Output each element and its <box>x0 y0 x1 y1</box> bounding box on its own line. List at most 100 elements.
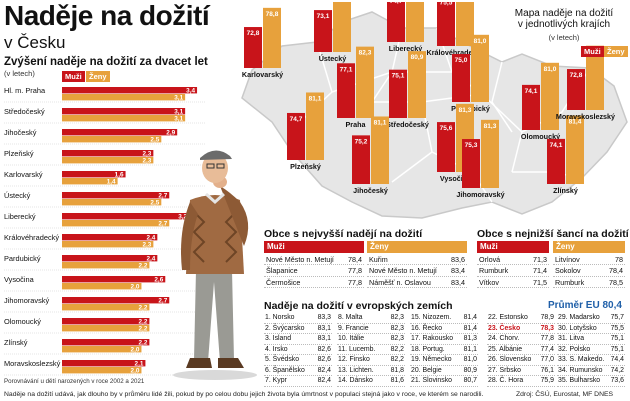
eu-value: 75,9 <box>540 377 554 384</box>
eu-row: 29. Madarsko 75,7 <box>557 313 625 324</box>
bar-women <box>62 304 150 311</box>
bar-men <box>62 171 126 178</box>
eu-row: 20. Belgie 80,9 <box>410 366 478 376</box>
map-region-label: Zlínský <box>553 186 578 195</box>
map-bar-men <box>287 112 305 160</box>
map-bar-men <box>244 27 262 68</box>
bar-chart-unit: (v letech) <box>4 69 35 78</box>
map-bar-women <box>408 51 426 119</box>
row-name: Sokolov <box>555 266 581 276</box>
map-bar-value: 81,1 <box>374 119 387 126</box>
table-row: Šlapanice 77,8 <box>264 265 364 277</box>
map-bar-value: 75,0 <box>455 57 468 64</box>
bar-value-label: 2,0 <box>131 346 140 353</box>
legend-women: Ženy <box>86 71 110 82</box>
page-subtitle: v Česku <box>4 33 66 52</box>
elderly-man-illustration <box>173 150 257 380</box>
bar-women <box>62 283 142 290</box>
bar-men <box>62 297 170 304</box>
eu-value: 81,4 <box>463 314 477 321</box>
bar-value-label: 3,2 <box>178 213 187 220</box>
map-bar-value: 74,7 <box>390 2 403 5</box>
map-region-label: Plzeňský <box>290 162 321 171</box>
map-bar-women <box>481 119 499 188</box>
eu-value: 82,6 <box>317 345 331 353</box>
eu-country: 11. Lucemb. <box>338 345 376 353</box>
table-row: Čermošice 77,8 <box>264 277 364 288</box>
bar-value-label: 2,7 <box>158 192 167 199</box>
eu-row: 3. Island 83,1 <box>264 334 332 345</box>
bar-value-label: 1,4 <box>107 178 116 185</box>
eu-value: 75,7 <box>610 314 624 321</box>
eu-row: 25. Albánie 77,4 <box>487 345 555 355</box>
bar-value-label: 2,2 <box>138 262 147 269</box>
map-bar-men <box>314 10 332 52</box>
eu-country: 22. Estonsko <box>488 314 528 321</box>
bar-men <box>62 318 150 325</box>
eu-country: 24. Chorv. <box>488 335 520 342</box>
map-bar-value: 75,5 <box>440 2 453 6</box>
map-bar-men <box>389 69 407 118</box>
eu-value: 75,1 <box>610 345 624 353</box>
bar-value-label: 3,1 <box>174 108 183 115</box>
bar-category-label: Jihočeský <box>4 128 37 137</box>
eu-country: 14. Dánsko <box>338 377 373 384</box>
map-bar-value: 73,1 <box>317 13 330 20</box>
eu-value: 81,8 <box>390 366 404 374</box>
eu-row: 13. Lichten. 81,8 <box>337 366 405 376</box>
bar-category-label: Jihomoravský <box>4 296 49 305</box>
eu-country: 3. Island <box>265 335 292 342</box>
eu-row: 15. Nizozem. 81,4 <box>410 313 478 324</box>
eu-row: 31. Litva 75,1 <box>557 334 625 345</box>
bar-women <box>62 220 170 227</box>
source: Zdroj: ČSÚ, Eurostat, MF DNES <box>516 391 614 398</box>
footnote: Naděje na dožití udává, jak dlouho by v … <box>4 391 484 398</box>
bar-value-label: 2,0 <box>131 283 140 290</box>
eu-country: 5. Švédsko <box>265 356 300 363</box>
bar-category-label: Karlovarský <box>4 170 43 179</box>
eu-value: 78,9 <box>540 314 554 321</box>
eu-column: 8. Malta 82,3 9. Francie 82,3 10. Itálie 82,3… <box>337 313 405 387</box>
map-bar-value: 75,6 <box>440 125 453 132</box>
map-bar-value: 75,2 <box>355 138 368 145</box>
bar-value-label: 3,4 <box>186 87 195 94</box>
eu-row: 7. Kypr 82,4 <box>264 376 332 387</box>
bar-category-label: Plzeňský <box>4 149 34 158</box>
map-bar-value: 74,7 <box>290 116 303 123</box>
eu-row: 4. Irsko 82,6 <box>264 345 332 355</box>
row-name: Šlapanice <box>266 266 298 276</box>
eu-value: 80,7 <box>463 377 477 384</box>
map-bar-value: 81,3 <box>484 123 497 130</box>
eu-country: 34. Rumunsko <box>558 366 603 374</box>
bar-men <box>62 234 158 241</box>
map-legend-women: Ženy <box>604 46 628 57</box>
map-title: Mapa naděje na dožití v jednotlivých kra… <box>500 8 628 30</box>
eu-table-title: Naděje na dožití v evropských zemích <box>264 300 453 312</box>
eu-row: 28. Č. Hora 75,9 <box>487 376 555 387</box>
eu-value: 82,4 <box>317 377 331 384</box>
map-bar-men <box>352 135 370 184</box>
eu-country: 21. Slovinsko <box>411 377 452 384</box>
eu-column: 29. Madarsko 75,7 30. Lotyšsko 75,5 31. Litv… <box>557 313 625 387</box>
map-region-label: Olomoucký <box>521 132 560 141</box>
eu-column: 15. Nizozem. 81,4 16. Řecko 81,4 17. Rakousk… <box>410 313 478 387</box>
bar-value-label: 2,2 <box>138 318 147 325</box>
map-bar-value: 81,0 <box>474 38 487 45</box>
bar-category-label: Královéhradecký <box>4 233 59 242</box>
bar-value-label: 2,0 <box>131 367 140 374</box>
row-name: Nové Město n. Metují <box>369 266 437 276</box>
bar-chart-note: Porovnávání u dětí narozených v roce 200… <box>4 378 145 385</box>
lowest-table-title: Obce s nejnižší šancí na dožití <box>477 228 629 240</box>
eu-country: 26. Slovensko <box>488 356 532 363</box>
bar-men <box>62 255 158 262</box>
row-value: 78 <box>615 255 623 264</box>
bar-women <box>62 262 150 269</box>
map-bar-women <box>541 62 559 130</box>
eu-country: 6. Španělsko <box>265 366 305 374</box>
eu-value: 75,1 <box>610 335 624 342</box>
bar-men <box>62 108 186 115</box>
eu-row: 8. Malta 82,3 <box>337 313 405 324</box>
map-bar-value: 74,1 <box>525 88 538 95</box>
bar-women <box>62 199 162 206</box>
bar-category-label: Vysočina <box>4 275 35 284</box>
